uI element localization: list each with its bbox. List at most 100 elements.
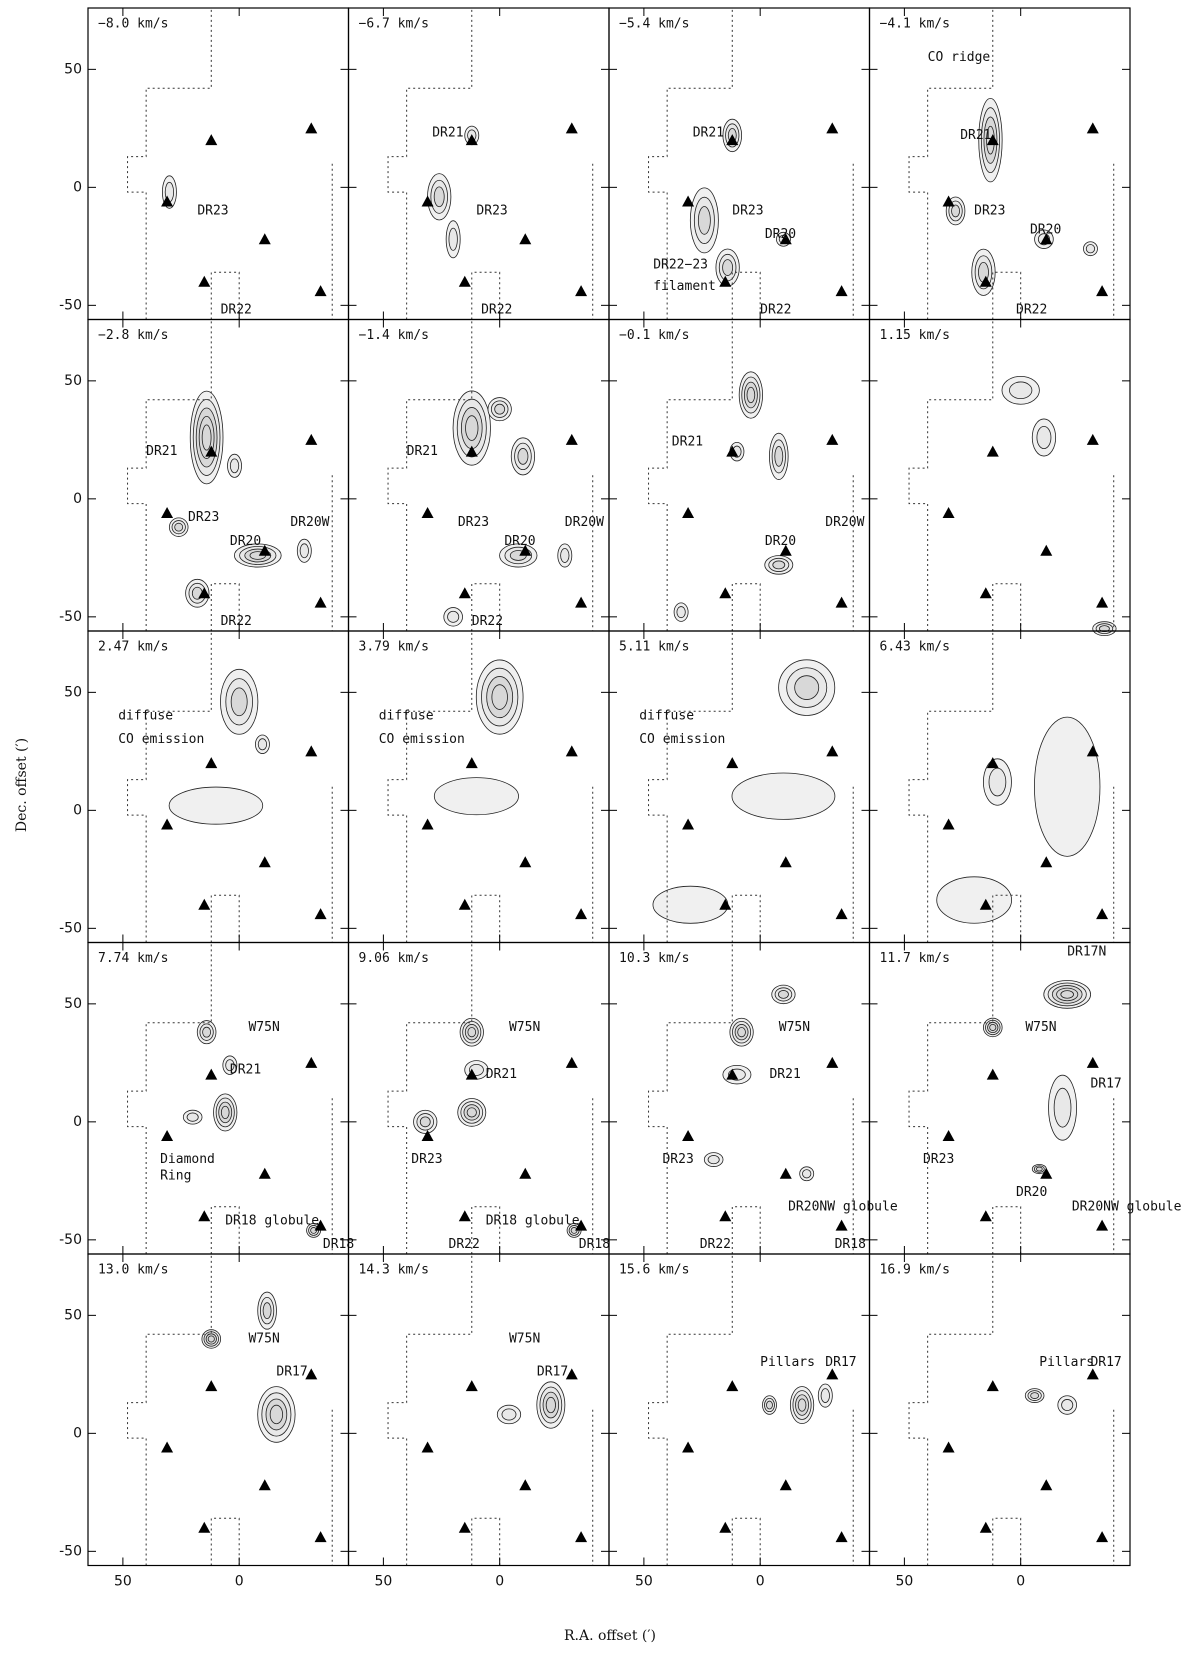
source-marker bbox=[421, 818, 434, 830]
source-marker bbox=[205, 757, 218, 769]
contour bbox=[936, 876, 1013, 924]
annotation: DR22 bbox=[1016, 303, 1047, 318]
survey-boundary bbox=[908, 942, 994, 1254]
survey-boundary bbox=[908, 8, 994, 320]
panel: 1.15 km/s bbox=[868, 318, 1131, 637]
source-marker bbox=[1086, 1368, 1099, 1380]
survey-boundary bbox=[471, 271, 501, 320]
survey-boundary bbox=[992, 583, 1022, 631]
annotation: diffuse bbox=[639, 708, 694, 723]
source-marker bbox=[835, 1531, 848, 1543]
contour bbox=[697, 206, 711, 235]
annotation: DR18 bbox=[835, 1237, 866, 1252]
annotation: diffuse bbox=[118, 708, 173, 723]
annotation: DR22−23 bbox=[653, 258, 708, 273]
y-tick-label: -50 bbox=[59, 920, 82, 936]
survey-boundary bbox=[992, 1206, 1022, 1254]
panel-frame bbox=[347, 1253, 610, 1567]
annotation: W75N bbox=[248, 1020, 279, 1035]
source-marker bbox=[979, 275, 992, 287]
contour bbox=[220, 1105, 230, 1119]
annotation: Diamond bbox=[160, 1152, 215, 1167]
panel: 3.79 km/s diffuse CO emission bbox=[347, 630, 610, 944]
x-tick-label: 50 bbox=[114, 1574, 132, 1590]
annotation: DR17 bbox=[825, 1355, 856, 1370]
source-marker bbox=[565, 122, 578, 134]
panel: 6.43 km/s bbox=[868, 630, 1131, 944]
source-marker bbox=[314, 1219, 327, 1231]
survey-boundary bbox=[387, 631, 473, 943]
y-tick-label: -50 bbox=[59, 297, 82, 313]
contour bbox=[1009, 381, 1033, 400]
panel-frame bbox=[347, 318, 610, 632]
source-marker bbox=[1096, 285, 1109, 297]
contour bbox=[517, 448, 529, 465]
annotation: DR20W bbox=[565, 515, 604, 530]
velocity-label: 1.15 km/s bbox=[880, 328, 950, 343]
contour bbox=[174, 522, 184, 532]
velocity-label: 9.06 km/s bbox=[359, 951, 429, 966]
source-marker bbox=[314, 908, 327, 920]
source-marker bbox=[942, 1130, 955, 1142]
source-marker bbox=[421, 1441, 434, 1453]
annotation: DR18 bbox=[579, 1237, 610, 1252]
source-marker bbox=[205, 1380, 218, 1392]
velocity-label: 11.7 km/s bbox=[880, 951, 950, 966]
x-tick-label: 0 bbox=[495, 1574, 504, 1590]
contour bbox=[676, 606, 686, 619]
survey-boundary bbox=[127, 942, 212, 1254]
annotation: DR20 bbox=[230, 534, 261, 549]
survey-boundary bbox=[992, 1517, 1022, 1566]
source-marker bbox=[986, 1380, 999, 1392]
contour bbox=[1034, 716, 1101, 857]
annotation: W75N bbox=[248, 1331, 279, 1346]
source-marker bbox=[458, 275, 471, 287]
contour bbox=[820, 1388, 830, 1403]
contour bbox=[1061, 1399, 1074, 1411]
panel: 11.7 km/s DR17N W75N DR17 DR23 DR20 DR20NW glo… bbox=[868, 941, 1182, 1255]
survey-boundary bbox=[210, 1517, 240, 1566]
x-tick-label: 50 bbox=[374, 1574, 392, 1590]
contour bbox=[802, 1169, 812, 1179]
velocity-label: −2.8 km/s bbox=[98, 328, 168, 343]
source-marker bbox=[835, 285, 848, 297]
x-tick-label: 0 bbox=[1016, 1574, 1025, 1590]
source-marker bbox=[719, 275, 732, 287]
y-tick-label: 0 bbox=[73, 1114, 82, 1130]
source-marker bbox=[465, 1380, 478, 1392]
contour bbox=[299, 543, 309, 559]
contour bbox=[419, 1116, 431, 1128]
y-tick-label: 0 bbox=[73, 491, 82, 507]
annotation: Ring bbox=[160, 1169, 191, 1184]
contour bbox=[262, 1302, 272, 1319]
annotation: DR22 bbox=[700, 1237, 731, 1252]
annotation: DR21 bbox=[230, 1062, 261, 1077]
source-marker bbox=[682, 195, 695, 207]
source-marker bbox=[305, 433, 318, 445]
y-axis-label: Dec. offset (′) bbox=[14, 738, 30, 832]
annotation: DR20 bbox=[765, 227, 796, 242]
annotation: DR23 bbox=[732, 203, 763, 218]
annotation: filament bbox=[653, 279, 716, 294]
velocity-label: 3.79 km/s bbox=[359, 640, 429, 655]
annotation: CO emission bbox=[379, 732, 465, 747]
annotation: DR21 bbox=[146, 444, 177, 459]
panel-frame bbox=[608, 318, 871, 632]
y-tick-label: -50 bbox=[59, 1232, 82, 1248]
panel-frame bbox=[87, 318, 350, 632]
annotation: CO emission bbox=[639, 732, 725, 747]
annotation: DR18 bbox=[323, 1237, 354, 1252]
survey-boundary bbox=[210, 271, 240, 320]
survey-boundary bbox=[210, 894, 240, 943]
contour bbox=[229, 458, 240, 474]
contour bbox=[951, 204, 960, 218]
contour bbox=[257, 738, 268, 751]
y-tick-label: 50 bbox=[64, 1307, 82, 1323]
annotation: CO emission bbox=[118, 732, 204, 747]
source-marker bbox=[565, 1368, 578, 1380]
source-marker bbox=[205, 445, 218, 457]
source-marker bbox=[198, 275, 211, 287]
source-marker bbox=[519, 544, 532, 556]
contour bbox=[989, 1023, 997, 1031]
